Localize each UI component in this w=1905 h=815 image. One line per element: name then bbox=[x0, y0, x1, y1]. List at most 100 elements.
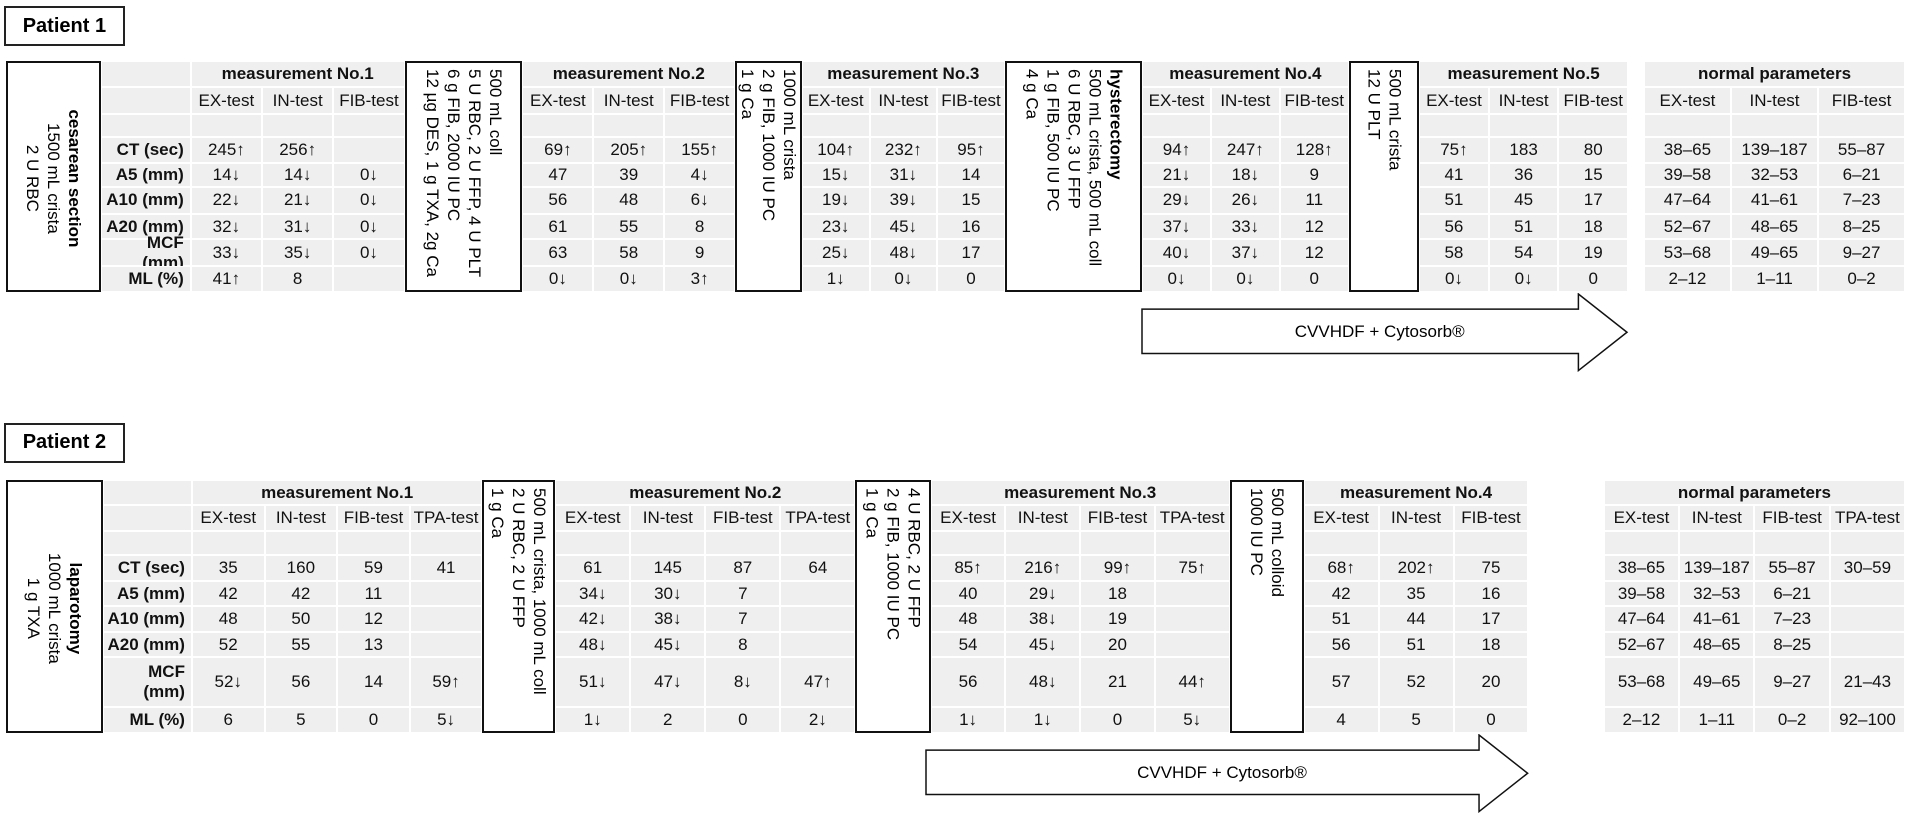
intervention-heading: cesarean section bbox=[64, 109, 84, 248]
blank-cell bbox=[1754, 530, 1830, 556]
blank-cell bbox=[630, 530, 706, 556]
value-cell bbox=[333, 137, 405, 163]
value-cell: 14↓ bbox=[190, 162, 263, 188]
value-cell: 0 bbox=[337, 707, 410, 733]
value-cell: 21 bbox=[1080, 657, 1155, 708]
column-header: EX-test bbox=[1643, 87, 1731, 115]
value-cell: 139–187 bbox=[1730, 137, 1819, 163]
blank-cell bbox=[780, 530, 856, 556]
intervention-line: 12 µg DES, 1 g TXA, 2g Ca bbox=[422, 68, 442, 277]
value-cell: 56 bbox=[1303, 631, 1379, 658]
value-cell: 6↓ bbox=[664, 187, 736, 214]
measurement-title: measurement No.4 bbox=[1303, 479, 1529, 506]
value-cell: 0↓ bbox=[1142, 266, 1211, 292]
measurement-title: measurement No.5 bbox=[1419, 60, 1629, 88]
intervention-text: 500 mL crista 12 U PLT bbox=[1351, 63, 1417, 290]
value-cell: 94↑ bbox=[1142, 137, 1211, 163]
row-label: ML (%) bbox=[100, 266, 191, 292]
arrow: CVVHDF + Cytosorb® bbox=[925, 734, 1529, 813]
blank-cell bbox=[1818, 114, 1905, 138]
value-cell: 51↓ bbox=[555, 657, 631, 708]
value-cell: 21–43 bbox=[1829, 657, 1905, 708]
value-cell: 12 bbox=[337, 606, 410, 632]
blank-cell bbox=[1453, 530, 1529, 556]
value-cell: 31↓ bbox=[869, 162, 938, 188]
intervention-text: cesarean section 1500 mL crista 2 U RBC bbox=[8, 63, 99, 290]
column-header: EX-test bbox=[1603, 505, 1680, 531]
column-header: FIB-test bbox=[1279, 87, 1349, 115]
value-cell: 9 bbox=[664, 239, 736, 267]
intervention-text: 500 mL crista, 1000 mL coll 2 U RBC, 2 U … bbox=[484, 482, 553, 731]
value-cell: 75↑ bbox=[1419, 137, 1489, 163]
value-cell: 18 bbox=[1453, 631, 1529, 658]
intervention-line: 6 U RBC, 3 U FFP bbox=[1063, 68, 1083, 209]
blank-cell bbox=[1603, 530, 1680, 556]
value-cell: 39 bbox=[593, 162, 665, 188]
value-cell bbox=[1829, 580, 1905, 607]
value-cell: 39↓ bbox=[869, 187, 938, 214]
value-cell: 16 bbox=[1453, 580, 1529, 607]
column-header: EX-test bbox=[930, 505, 1006, 531]
intervention-box: 4 U RBC, 2 U FFP 2 g FIB, 1000 IU PC 1 g C… bbox=[855, 479, 931, 733]
row-label: A20 (mm) bbox=[100, 213, 191, 240]
value-cell: 49–65 bbox=[1730, 239, 1819, 267]
intervention-box: laparotomy 1000 mL crista 1 g TXA bbox=[6, 479, 104, 733]
blank-cell bbox=[1488, 114, 1559, 138]
intervention-line: 1000 mL crista bbox=[779, 68, 799, 180]
blank-cell bbox=[869, 114, 938, 138]
value-cell: 21↓ bbox=[262, 187, 334, 214]
value-cell: 37↓ bbox=[1142, 213, 1211, 240]
column-header: EX-test bbox=[1419, 87, 1489, 115]
value-cell: 0 bbox=[1453, 707, 1529, 733]
value-cell: 7 bbox=[705, 606, 781, 632]
blank-cell bbox=[100, 87, 191, 115]
intervention-line: 2 U RBC bbox=[22, 144, 42, 212]
blank-cell bbox=[190, 114, 263, 138]
blank-cell bbox=[100, 60, 191, 88]
column-header: FIB-test bbox=[1754, 505, 1830, 531]
intervention-line: 500 mL coll bbox=[485, 68, 505, 156]
intervention-line: 2 g FIB, 1000 IU PC bbox=[758, 68, 778, 221]
value-cell: 55–87 bbox=[1754, 555, 1830, 581]
value-cell: 12 bbox=[1279, 213, 1349, 240]
column-header: TPA-test bbox=[1154, 505, 1230, 531]
value-cell: 5 bbox=[1378, 707, 1454, 733]
column-header: TPA-test bbox=[409, 505, 483, 531]
value-cell: 32↓ bbox=[190, 213, 263, 240]
column-header: FIB-test bbox=[1080, 505, 1155, 531]
value-cell: 155↑ bbox=[664, 137, 736, 163]
column-header: EX-test bbox=[801, 87, 870, 115]
value-cell: 7–23 bbox=[1754, 606, 1830, 632]
value-cell: 183 bbox=[1488, 137, 1559, 163]
intervention-box: hysterectomy 500 mL crista, 500 mL coll 6 … bbox=[1004, 60, 1143, 292]
patient-title: Patient 1 bbox=[3, 6, 126, 47]
value-cell: 42 bbox=[1303, 580, 1379, 607]
intervention-line: 1 g TXA bbox=[24, 577, 44, 639]
value-cell: 75↑ bbox=[1154, 555, 1230, 581]
row-label: MCF (mm) bbox=[103, 657, 192, 708]
value-cell: 41–61 bbox=[1730, 187, 1819, 214]
value-cell: 14 bbox=[337, 657, 410, 708]
value-cell: 139–187 bbox=[1679, 555, 1755, 581]
column-header: IN-test bbox=[264, 505, 338, 531]
value-cell bbox=[1829, 631, 1905, 658]
row-label: CT (sec) bbox=[103, 555, 192, 581]
value-cell: 33↓ bbox=[190, 239, 263, 267]
normal-parameters-title: normal parameters bbox=[1603, 479, 1905, 506]
value-cell: 44 bbox=[1378, 606, 1454, 632]
value-cell: 18 bbox=[1080, 580, 1155, 607]
value-cell: 17 bbox=[937, 239, 1005, 267]
value-cell: 68↑ bbox=[1303, 555, 1379, 581]
blank-cell bbox=[1210, 114, 1280, 138]
value-cell: 54 bbox=[1488, 239, 1559, 267]
value-cell: 52 bbox=[191, 631, 265, 658]
value-cell: 247↑ bbox=[1210, 137, 1280, 163]
value-cell: 18↓ bbox=[1210, 162, 1280, 188]
value-cell: 48↓ bbox=[555, 631, 631, 658]
value-cell: 54 bbox=[930, 631, 1006, 658]
intervention-line: 4 U RBC, 2 U FFP bbox=[904, 487, 924, 628]
blank-cell bbox=[522, 114, 594, 138]
value-cell: 52–67 bbox=[1643, 213, 1731, 240]
value-cell: 0↓ bbox=[869, 266, 938, 292]
blank-cell bbox=[937, 114, 1005, 138]
